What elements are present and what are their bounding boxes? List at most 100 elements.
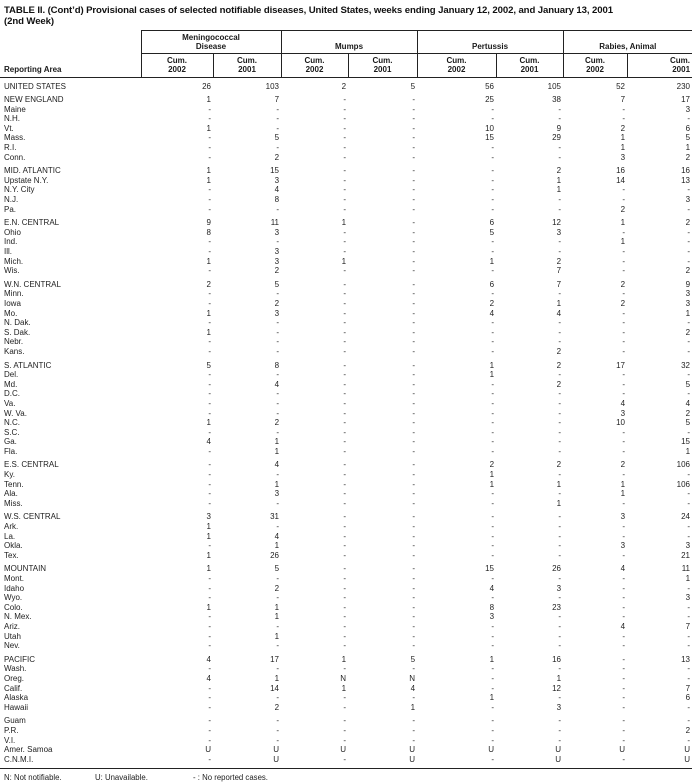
- value-cell: -: [208, 289, 211, 299]
- value-cell: -: [412, 593, 416, 603]
- table-row: Colo. 1 1 - - 8 23 - -: [0, 603, 692, 613]
- area-cell: R.I.: [4, 143, 17, 153]
- table-row: Idaho - 2 - - 4 3 - -: [0, 584, 692, 594]
- value-cell: -: [343, 95, 347, 105]
- value-cell: -: [343, 489, 347, 499]
- value-cell: -: [412, 418, 416, 428]
- area-cell: Mo.: [4, 308, 18, 318]
- value-cell: 1: [341, 218, 347, 228]
- value-cell: -: [208, 114, 211, 124]
- value-cell: -: [412, 185, 416, 195]
- value-cell: -: [412, 143, 416, 153]
- table-row: Wash. - - - - - - - -: [0, 664, 692, 674]
- value-cell: -: [558, 370, 562, 380]
- table-row: Tex. 1 26 - - - - - 21: [0, 551, 692, 561]
- value-cell: -: [558, 204, 562, 214]
- value-cell: 5: [685, 133, 691, 143]
- value-cell: 1: [341, 683, 347, 693]
- value-cell: 10: [616, 418, 626, 428]
- table-row: Minn. - - - - - - - 3: [0, 289, 692, 299]
- table-title: TABLE II. (Cont’d) Provisional cases of …: [4, 5, 690, 27]
- value-cell: -: [343, 143, 347, 153]
- value-cell: -: [558, 541, 562, 551]
- value-cell: -: [558, 693, 562, 703]
- value-cell: 9: [206, 218, 211, 228]
- value-cell: -: [491, 418, 495, 428]
- table-header: Reporting Area Meningococcal Disease Mum…: [0, 30, 692, 78]
- area-cell: MOUNTAIN: [4, 564, 47, 574]
- table-row: Wis. - 2 - - - 7 - 2: [0, 266, 692, 276]
- value-cell: -: [276, 114, 280, 124]
- value-cell: 38: [552, 95, 562, 105]
- value-cell: -: [276, 574, 280, 583]
- value-cell: 25: [485, 95, 495, 105]
- value-cell: -: [208, 716, 211, 726]
- notifiable-diseases-table: Reporting Area Meningococcal Disease Mum…: [0, 30, 692, 769]
- area-cell: N.H.: [4, 114, 20, 124]
- value-cell: -: [343, 470, 347, 480]
- value-cell: -: [491, 427, 495, 437]
- value-cell: 26: [202, 81, 211, 91]
- value-cell: U: [555, 745, 562, 755]
- value-cell: -: [276, 398, 280, 408]
- value-cell: 5: [489, 227, 495, 237]
- value-cell: -: [622, 308, 626, 318]
- area-cell: MID. ATLANTIC: [4, 166, 61, 176]
- value-cell: -: [687, 522, 691, 532]
- value-cell: 2: [556, 346, 562, 356]
- value-cell: 2: [620, 298, 626, 308]
- table-row: Ga. 4 1 - - - - - 15: [0, 437, 692, 447]
- area-cell: W.N. CENTRAL: [4, 279, 61, 289]
- value-cell: 14: [616, 175, 626, 185]
- value-cell: 13: [681, 175, 691, 185]
- value-cell: -: [558, 398, 562, 408]
- value-cell: -: [412, 470, 416, 480]
- value-cell: -: [558, 725, 562, 735]
- value-cell: -: [687, 470, 691, 480]
- value-cell: 5: [274, 564, 280, 574]
- table-row: Utah - 1 - - - - - -: [0, 632, 692, 642]
- value-cell: 17: [681, 95, 691, 105]
- value-cell: -: [412, 479, 416, 489]
- value-cell: -: [491, 437, 495, 447]
- value-cell: -: [343, 641, 347, 651]
- value-cell: 2: [556, 360, 562, 370]
- value-cell: -: [491, 702, 495, 712]
- table-row: N.H. - - - - - - - -: [0, 114, 692, 124]
- value-cell: 8: [206, 227, 211, 237]
- value-cell: -: [208, 702, 211, 712]
- value-cell: 3: [489, 612, 495, 622]
- value-cell: 5: [410, 654, 416, 664]
- total-row: W.N. CENTRAL 2 5 - - 6 7 2 9: [0, 280, 692, 290]
- value-cell: -: [412, 550, 416, 560]
- value-cell: -: [208, 735, 211, 745]
- value-cell: -: [276, 427, 280, 437]
- value-cell: -: [412, 498, 416, 508]
- value-cell: -: [276, 346, 280, 356]
- value-cell: -: [343, 498, 347, 508]
- table-title-line2: (2nd Week): [4, 16, 54, 27]
- table-row: Fla. - 1 - - - - - 1: [0, 447, 692, 457]
- value-cell: 1: [206, 564, 211, 574]
- value-cell: -: [208, 247, 211, 256]
- value-cell: 8: [274, 360, 280, 370]
- value-cell: -: [491, 489, 495, 499]
- value-cell: 3: [685, 541, 691, 551]
- value-cell: -: [208, 612, 211, 622]
- value-cell: -: [558, 247, 562, 256]
- value-cell: -: [558, 735, 562, 745]
- value-cell: 1: [274, 612, 280, 622]
- table-row: S.C. - - - - - - - -: [0, 428, 692, 438]
- value-cell: -: [558, 664, 562, 674]
- value-cell: 2: [620, 123, 626, 133]
- value-cell: -: [412, 346, 416, 356]
- value-cell: 6: [685, 123, 691, 133]
- col-header-mumps-2002: Cum. 2002: [280, 53, 349, 78]
- value-cell: -: [558, 574, 562, 583]
- value-cell: -: [491, 664, 495, 674]
- area-cell: Fla.: [4, 446, 18, 456]
- value-cell: -: [208, 346, 211, 356]
- value-cell: 106: [676, 460, 691, 470]
- table-row: Ohio 8 3 - - 5 3 - -: [0, 228, 692, 238]
- value-cell: -: [208, 693, 211, 703]
